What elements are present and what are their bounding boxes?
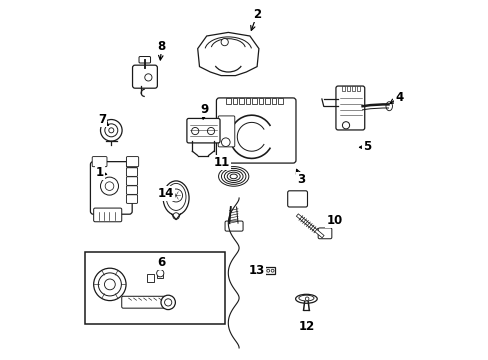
Circle shape: [98, 273, 121, 296]
Ellipse shape: [385, 102, 392, 111]
FancyBboxPatch shape: [186, 118, 220, 143]
FancyBboxPatch shape: [126, 168, 137, 176]
FancyBboxPatch shape: [278, 98, 282, 104]
Ellipse shape: [298, 295, 313, 301]
Circle shape: [101, 120, 122, 141]
FancyBboxPatch shape: [318, 228, 331, 239]
FancyBboxPatch shape: [232, 98, 237, 104]
Circle shape: [221, 138, 230, 147]
FancyBboxPatch shape: [139, 57, 150, 63]
Ellipse shape: [166, 183, 185, 210]
FancyBboxPatch shape: [90, 162, 132, 214]
Ellipse shape: [295, 294, 317, 303]
Circle shape: [221, 39, 228, 46]
Circle shape: [191, 127, 199, 135]
Text: 4: 4: [394, 91, 403, 104]
Text: 5: 5: [362, 140, 370, 153]
Circle shape: [144, 74, 152, 81]
Text: 7: 7: [98, 113, 106, 126]
FancyBboxPatch shape: [218, 116, 234, 147]
FancyBboxPatch shape: [356, 86, 360, 91]
FancyBboxPatch shape: [258, 98, 263, 104]
FancyBboxPatch shape: [126, 186, 137, 194]
FancyBboxPatch shape: [94, 208, 122, 222]
Text: 1: 1: [96, 166, 103, 179]
FancyBboxPatch shape: [92, 157, 107, 167]
Circle shape: [164, 299, 171, 306]
FancyBboxPatch shape: [132, 65, 157, 88]
Text: 13: 13: [248, 264, 264, 277]
Circle shape: [342, 122, 349, 129]
FancyBboxPatch shape: [245, 98, 250, 104]
FancyBboxPatch shape: [335, 86, 364, 130]
Bar: [85, 252, 224, 324]
Text: 8: 8: [157, 40, 165, 53]
Circle shape: [101, 177, 118, 195]
FancyBboxPatch shape: [287, 191, 307, 207]
Text: 9: 9: [201, 103, 208, 116]
Text: 10: 10: [325, 214, 342, 227]
Ellipse shape: [163, 181, 189, 215]
FancyBboxPatch shape: [271, 98, 276, 104]
Circle shape: [94, 268, 126, 301]
Circle shape: [172, 213, 179, 219]
Circle shape: [108, 128, 114, 133]
FancyBboxPatch shape: [224, 221, 243, 231]
FancyBboxPatch shape: [126, 157, 139, 167]
FancyBboxPatch shape: [126, 195, 137, 203]
Bar: [156, 273, 163, 278]
FancyBboxPatch shape: [122, 296, 166, 308]
Text: 2: 2: [252, 8, 261, 21]
FancyBboxPatch shape: [226, 98, 230, 104]
Circle shape: [161, 295, 175, 310]
Circle shape: [169, 189, 182, 202]
FancyBboxPatch shape: [239, 98, 244, 104]
Text: 3: 3: [296, 173, 305, 186]
Circle shape: [104, 279, 115, 290]
Text: 12: 12: [298, 320, 314, 333]
FancyBboxPatch shape: [126, 177, 137, 185]
Circle shape: [207, 127, 214, 135]
Text: 14: 14: [158, 187, 174, 200]
Bar: [146, 274, 154, 282]
FancyBboxPatch shape: [216, 98, 295, 163]
FancyBboxPatch shape: [351, 86, 355, 91]
Text: 6: 6: [157, 256, 165, 269]
Polygon shape: [197, 32, 258, 76]
Circle shape: [305, 297, 308, 301]
Circle shape: [156, 270, 163, 277]
FancyBboxPatch shape: [126, 159, 137, 167]
FancyBboxPatch shape: [252, 98, 256, 104]
FancyBboxPatch shape: [265, 98, 269, 104]
Text: 11: 11: [214, 156, 230, 169]
Circle shape: [105, 182, 114, 190]
Circle shape: [270, 269, 273, 272]
FancyBboxPatch shape: [346, 86, 349, 91]
Bar: [264, 267, 275, 274]
Circle shape: [104, 124, 118, 137]
Circle shape: [266, 269, 269, 272]
FancyBboxPatch shape: [341, 86, 345, 91]
